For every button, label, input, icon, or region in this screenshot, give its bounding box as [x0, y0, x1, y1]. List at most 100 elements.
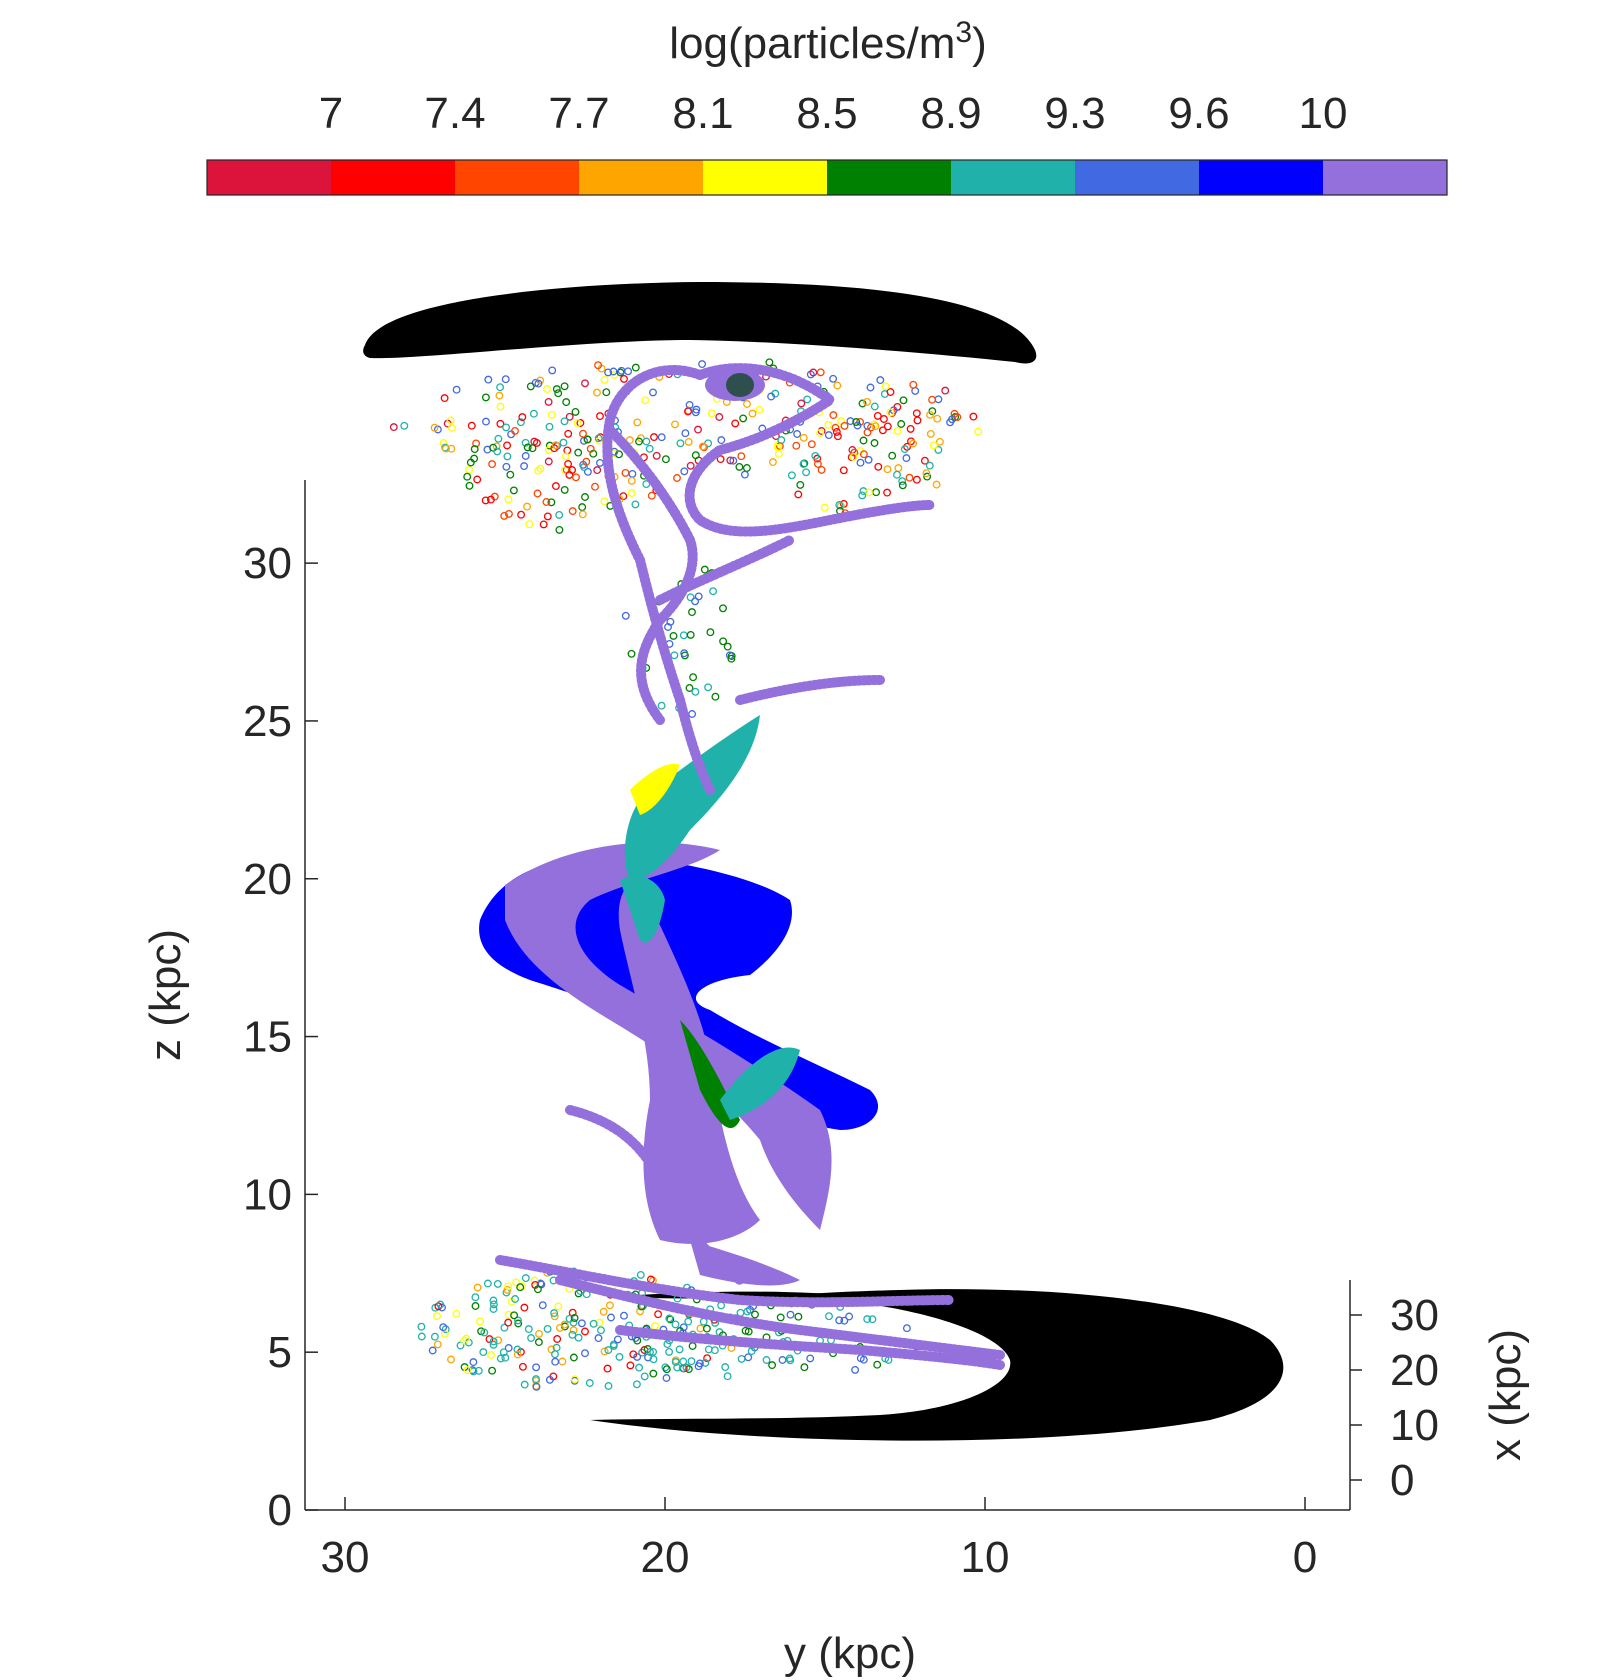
colorbar-swatch	[1323, 160, 1448, 195]
scatter-point	[640, 1372, 649, 1381]
colorbar-tick-label: 8.1	[672, 89, 733, 138]
scatter-point	[865, 488, 873, 497]
scatter-point	[596, 458, 604, 467]
scatter-point	[820, 503, 829, 512]
scatter-point	[881, 382, 890, 391]
purple-stream	[684, 363, 935, 537]
scatter-point	[456, 1341, 465, 1350]
x-axis-ticks: 0 10 20 30	[1350, 1291, 1439, 1505]
scatter-point	[851, 1365, 860, 1374]
scatter-point	[803, 395, 812, 404]
scatter-point	[559, 438, 568, 447]
scatter-point	[538, 1301, 547, 1310]
scatter-point	[671, 420, 679, 429]
scatter-point	[907, 437, 915, 446]
scatter-point	[793, 430, 802, 438]
scatter-point	[755, 405, 764, 414]
scatter-point	[562, 398, 571, 407]
scatter-point	[824, 431, 833, 440]
scatter-point	[570, 1375, 579, 1384]
scatter-point	[794, 1312, 803, 1321]
scatter-point	[613, 1335, 622, 1344]
scatter-point	[578, 503, 587, 512]
scatter-point	[528, 444, 537, 453]
scatter-point	[721, 1363, 730, 1372]
scatter-point	[488, 1366, 497, 1375]
scatter-point	[679, 631, 688, 640]
z-tick-label: 15	[243, 1013, 292, 1062]
colorbar-tick-labels: 7 7.4 7.7 8.1 8.5 8.9 9.3 9.6 10	[319, 89, 1348, 138]
z-tick-label: 30	[243, 539, 292, 588]
scatter-point	[872, 488, 881, 497]
scatter-point	[878, 426, 887, 435]
scatter-point	[707, 409, 716, 418]
scatter-point	[509, 486, 518, 495]
scatter-point	[796, 480, 805, 489]
scatter-point	[635, 1363, 644, 1372]
x-tick-label: 20	[1390, 1346, 1439, 1395]
scatter-point	[529, 409, 538, 418]
scatter-point	[883, 488, 892, 497]
scatter-point	[905, 473, 914, 482]
scatter-point	[535, 1329, 543, 1338]
scatter-point	[871, 422, 880, 431]
scatter-point	[627, 489, 636, 497]
scatter-point	[569, 1353, 578, 1362]
scatter-point	[969, 412, 978, 421]
scatter-point	[589, 1319, 598, 1328]
scatter-point	[446, 416, 455, 425]
z-tick-label: 20	[243, 855, 292, 904]
scatter-point	[532, 438, 541, 447]
scatter-point	[600, 497, 609, 506]
scatter-point	[596, 412, 604, 421]
scatter-point	[706, 628, 715, 637]
scatter-point	[691, 687, 700, 696]
scatter-point	[948, 415, 957, 424]
scatter-point	[573, 419, 582, 427]
scatter-point	[680, 649, 689, 658]
scatter-point	[524, 1325, 533, 1334]
scatter-point	[463, 472, 472, 481]
scatter-point	[607, 1313, 615, 1322]
scatter-point	[873, 411, 882, 420]
scatter-point	[934, 395, 943, 404]
scatter-point	[604, 368, 613, 377]
scatter-point	[468, 1366, 477, 1375]
scatter-point	[935, 437, 944, 446]
scatter-point	[807, 440, 816, 449]
scatter-point	[879, 415, 888, 423]
y-axis-label: y (kpc)	[784, 1629, 916, 1678]
scatter-point	[934, 445, 943, 454]
scatter-point	[886, 388, 895, 396]
scatter-point	[897, 420, 906, 428]
scatter-point	[671, 1358, 680, 1366]
scatter-point	[909, 380, 918, 389]
scatter-point	[675, 1345, 684, 1354]
scatter-point	[463, 1366, 472, 1375]
scatter-point	[552, 385, 561, 394]
x-tick-label: 30	[1390, 1291, 1439, 1340]
scatter-point	[536, 464, 545, 473]
scatter-point	[651, 1322, 659, 1331]
scatter-point	[941, 386, 950, 395]
scatter-point	[594, 1334, 603, 1343]
scatter-point	[534, 1338, 543, 1347]
scatter-point	[778, 1356, 787, 1364]
scatter-point	[858, 491, 867, 500]
scatter-point	[502, 423, 511, 432]
scatter-point	[467, 421, 476, 430]
scatter-point	[845, 1312, 854, 1321]
colorbar-swatch	[455, 160, 580, 195]
scatter-point	[591, 482, 599, 491]
scatter-point	[564, 429, 573, 438]
scatter-point	[858, 399, 867, 408]
scatter-point	[489, 1300, 498, 1309]
scatter-point	[873, 1360, 882, 1369]
scatter-point	[518, 1362, 527, 1371]
scatter-point	[527, 1334, 536, 1342]
scatter-point	[902, 1324, 911, 1333]
scatter-point	[893, 426, 902, 435]
scatter-point	[571, 407, 580, 416]
scatter-point	[824, 420, 833, 429]
scatter-point	[737, 1354, 746, 1363]
